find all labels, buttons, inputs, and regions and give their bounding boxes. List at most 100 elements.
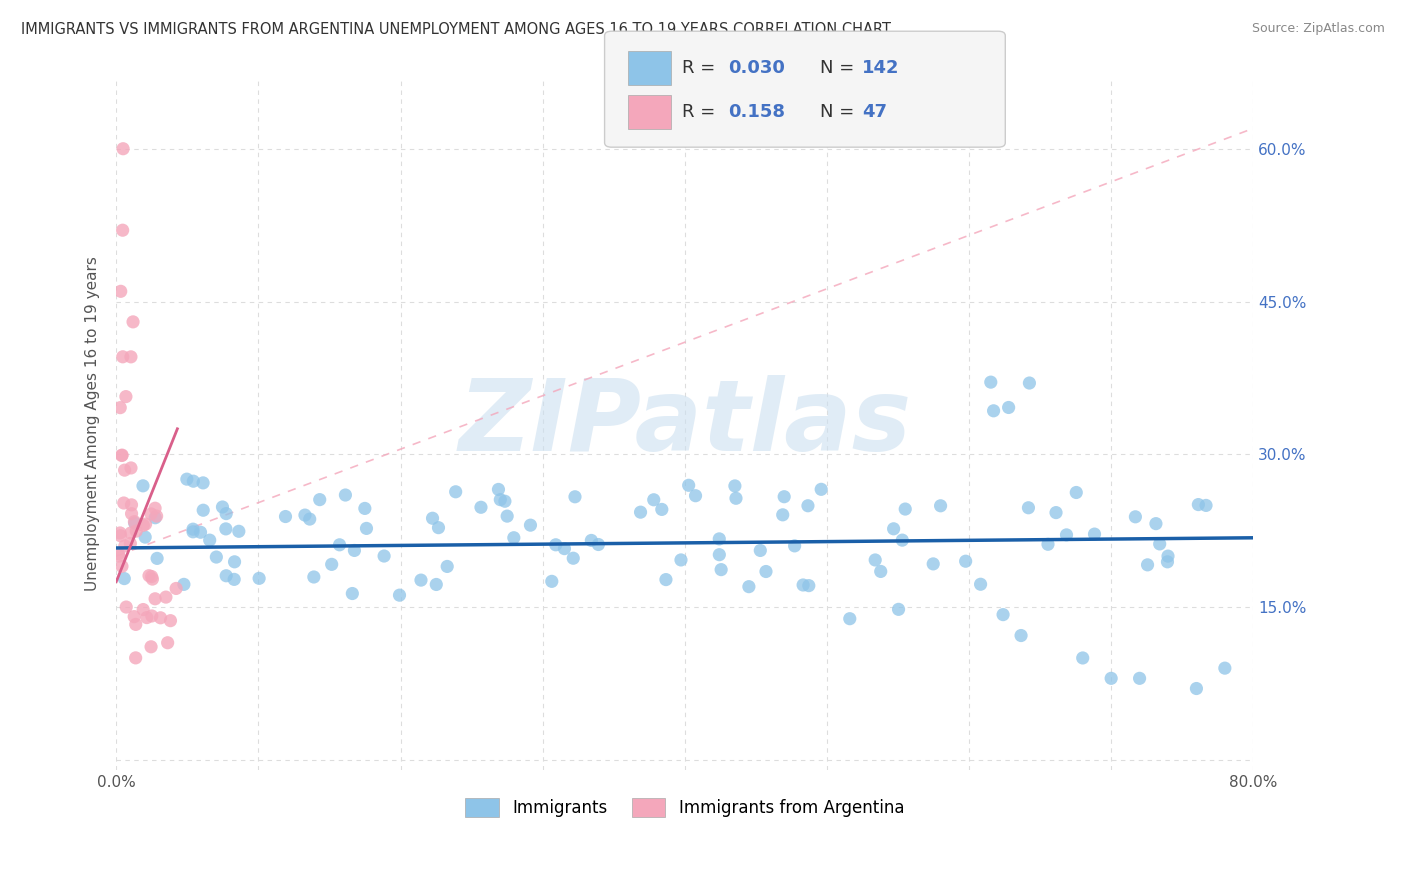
Point [191,475,214,490]
Point [111,350,134,364]
Point [198,533,221,548]
Point [132,602,155,616]
Point [124,516,146,530]
Text: 0.030: 0.030 [728,59,785,77]
Point [342,586,364,600]
Point [146,551,169,566]
Point [120,536,142,550]
Point [980,375,1002,389]
Point [488,483,510,497]
Point [215,507,238,521]
Point [155,590,177,604]
Point [373,549,395,563]
Point [496,509,519,524]
Point [190,525,212,540]
Point [651,502,673,516]
Point [125,617,148,632]
Point [1010,628,1032,642]
Point [145,509,167,524]
Point [678,478,700,492]
Point [108,525,131,540]
Point [489,492,512,507]
Point [562,551,585,566]
Point [1056,528,1078,542]
Text: IMMIGRANTS VS IMMIGRANTS FROM ARGENTINA UNEMPLOYMENT AMONG AGES 16 TO 19 YEARS C: IMMIGRANTS VS IMMIGRANTS FROM ARGENTINA … [21,22,891,37]
Text: R =: R = [682,103,721,121]
Point [1071,651,1094,665]
Point [581,533,603,548]
Point [135,610,157,624]
Point [335,488,357,502]
Point [211,500,233,514]
Point [553,541,575,556]
Point [124,651,146,665]
Point [308,492,330,507]
Point [838,612,860,626]
Point [1187,498,1209,512]
Point [181,524,204,539]
Point [425,577,447,591]
Legend: Immigrants, Immigrants from Argentina: Immigrants, Immigrants from Argentina [458,791,911,824]
Point [138,568,160,582]
Text: R =: R = [682,59,721,77]
Point [502,531,524,545]
Point [783,539,806,553]
Point [427,521,450,535]
Point [797,499,820,513]
Point [141,609,163,624]
Point [1099,671,1122,685]
Y-axis label: Unemployment Among Ages 16 to 19 years: Unemployment Among Ages 16 to 19 years [86,256,100,591]
Point [120,526,142,541]
Point [112,572,135,586]
Point [1157,549,1180,563]
Point [444,484,467,499]
Point [564,490,586,504]
Point [228,524,250,539]
Point [991,607,1014,622]
Point [422,511,444,525]
Point [894,502,917,516]
Point [205,549,228,564]
Point [544,538,567,552]
Text: 142: 142 [862,59,900,77]
Text: ZIPatlas: ZIPatlas [458,376,911,472]
Text: Source: ZipAtlas.com: Source: ZipAtlas.com [1251,22,1385,36]
Point [121,498,143,512]
Point [669,553,692,567]
Point [773,490,796,504]
Point [655,573,678,587]
Point [114,539,136,553]
Point [108,549,131,563]
Point [141,572,163,586]
Point [120,461,142,475]
Point [1156,555,1178,569]
Point [125,524,148,538]
Point [111,448,134,462]
Point [1213,661,1236,675]
Text: N =: N = [820,59,859,77]
Point [173,577,195,591]
Point [685,489,707,503]
Point [724,491,747,506]
Point [120,350,142,364]
Point [1144,516,1167,531]
Point [141,569,163,583]
Point [1064,485,1087,500]
Point [997,401,1019,415]
Point [710,563,733,577]
Text: 47: 47 [862,103,887,121]
Point [149,611,172,625]
Point [132,518,155,533]
Point [738,580,761,594]
Point [328,538,350,552]
Point [139,640,162,654]
Point [1036,537,1059,551]
Point [193,503,215,517]
Point [321,558,343,572]
Point [121,507,143,521]
Point [176,472,198,486]
Point [114,463,136,477]
Point [110,529,132,543]
Point [1136,558,1159,572]
Text: 0.158: 0.158 [728,103,786,121]
